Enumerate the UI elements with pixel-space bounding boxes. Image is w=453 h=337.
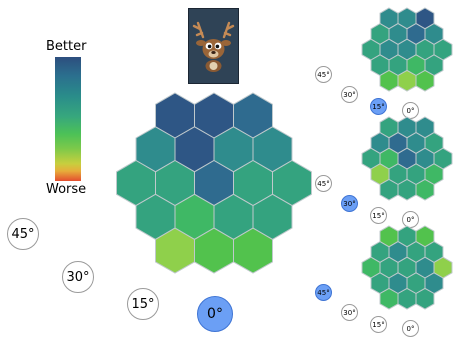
hex-cell (379, 287, 399, 310)
hex-cell (397, 287, 417, 310)
panel-bottom-hex-grid (361, 225, 453, 310)
angle-15-button[interactable]: 15° (127, 288, 159, 320)
hex-cell (379, 69, 399, 92)
panel-mid-angle-30-selected[interactable]: 30° (341, 195, 358, 212)
panel-top-angle-45[interactable]: 45° (315, 66, 332, 83)
hex-cell (415, 287, 435, 310)
panel-bottom-angle-15[interactable]: 15° (370, 316, 387, 333)
hex-cell (397, 69, 417, 92)
panel-bottom-angle-45-selected[interactable]: 45° (315, 284, 332, 301)
legend-better-label: Better (46, 39, 87, 54)
panel-bottom-angle-30[interactable]: 30° (341, 304, 358, 321)
panel-mid-angle-15[interactable]: 15° (370, 207, 387, 224)
panel-mid-angle-45[interactable]: 45° (315, 175, 332, 192)
hex-cell (233, 227, 273, 274)
hex-cell (415, 178, 435, 201)
reindeer-icon (192, 21, 235, 72)
main-hex-grid (116, 92, 312, 274)
panel-top-angle-15-selected[interactable]: 15° (370, 98, 387, 115)
angle-30-button[interactable]: 30° (62, 261, 94, 293)
hex-cell (379, 178, 399, 201)
panel-mid-hex-grid (361, 116, 453, 201)
color-scale-bar (55, 57, 81, 181)
legend-worse-label: Worse (46, 182, 87, 197)
angle-45-button[interactable]: 45° (7, 218, 39, 250)
panel-top-angle-30[interactable]: 30° (341, 86, 358, 103)
panel-top-hex-grid (361, 7, 453, 92)
hex-cell (415, 69, 435, 92)
hex-cell (397, 178, 417, 201)
character-card[interactable] (188, 8, 239, 84)
angle-0-button-selected[interactable]: 0° (197, 296, 233, 332)
